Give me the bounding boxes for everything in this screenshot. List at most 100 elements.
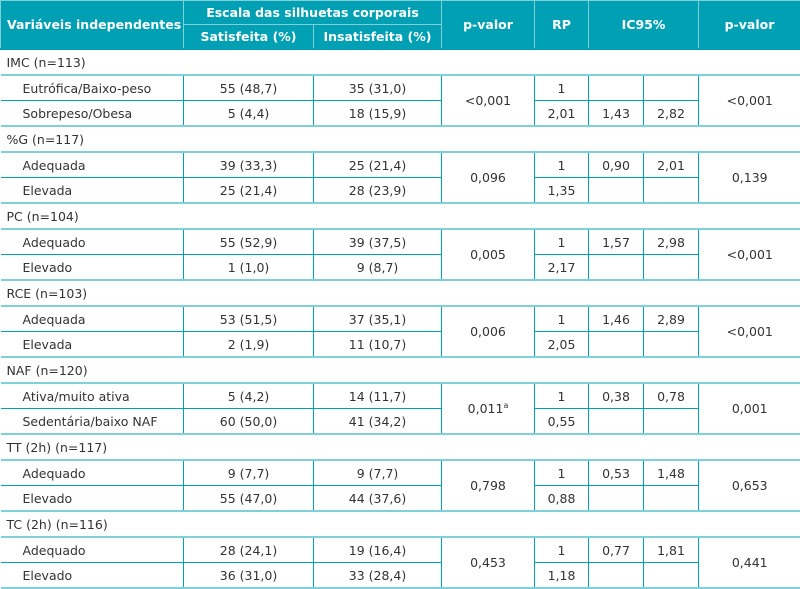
- row-label: Elevada: [1, 332, 184, 358]
- p-value-1-cell: 0,011a: [442, 383, 535, 434]
- group-row: IMC (n=113): [1, 49, 800, 75]
- ci-high-cell: 2,01: [644, 152, 699, 178]
- dissatisfied-cell: 35 (31,0): [314, 75, 442, 101]
- header-dissatisfied: Insatisfeita (%): [314, 25, 442, 50]
- group-label: TT (2h) (n=117): [1, 434, 800, 460]
- dissatisfied-cell: 25 (21,4): [314, 152, 442, 178]
- p-value-1-text: 0,006: [470, 324, 506, 339]
- ci-high-cell: [644, 178, 699, 204]
- dissatisfied-cell: 19 (16,4): [314, 537, 442, 563]
- p-value-1-cell: 0,798: [442, 460, 535, 511]
- table-row: Elevada 25 (21,4) 28 (23,9)1,35: [1, 178, 800, 204]
- ci-low-cell: 0,53: [589, 460, 644, 486]
- rp-cell: 1,18: [535, 563, 589, 589]
- group-label: PC (n=104): [1, 203, 800, 229]
- p-value-2-cell: 0,653: [699, 460, 800, 511]
- ci-low-cell: [589, 75, 644, 101]
- p-value-1-text: 0,798: [470, 478, 506, 493]
- header-scale-group: Escala das silhuetas corporais: [184, 1, 442, 25]
- ci-high-cell: 2,98: [644, 229, 699, 255]
- satisfied-cell: 5 (4,2): [184, 383, 314, 409]
- ci-low-cell: [589, 563, 644, 589]
- rp-cell: 2,05: [535, 332, 589, 358]
- group-row: TC (2h) (n=116): [1, 511, 800, 537]
- group-row: PC (n=104): [1, 203, 800, 229]
- row-label: Elevada: [1, 178, 184, 204]
- table-row: Elevado 55 (47,0) 44 (37,6)0,88: [1, 486, 800, 512]
- rp-cell: 2,17: [535, 255, 589, 281]
- p-value-1-text: <0,001: [465, 93, 511, 108]
- group-row: TT (2h) (n=117): [1, 434, 800, 460]
- rp-cell: 2,01: [535, 101, 589, 127]
- p-value-1-text: 0,096: [470, 170, 506, 185]
- rp-cell: 1: [535, 306, 589, 332]
- satisfied-cell: 55 (47,0): [184, 486, 314, 512]
- ci-high-cell: 2,82: [644, 101, 699, 127]
- ci-high-cell: [644, 255, 699, 281]
- group-row: RCE (n=103): [1, 280, 800, 306]
- p-value-1-text: 0,011: [468, 401, 504, 416]
- rp-cell: 1: [535, 537, 589, 563]
- row-label: Sedentária/baixo NAF: [1, 409, 184, 435]
- table-body: IMC (n=113)Eutrófica/Baixo-peso 55 (48,7…: [1, 49, 800, 588]
- table-row: Eutrófica/Baixo-peso 55 (48,7) 35 (31,0)…: [1, 75, 800, 101]
- rp-cell: 1: [535, 229, 589, 255]
- p-value-2-cell: 0,441: [699, 537, 800, 588]
- p-value-1-cell: <0,001: [442, 75, 535, 126]
- satisfied-cell: 55 (48,7): [184, 75, 314, 101]
- dissatisfied-cell: 28 (23,9): [314, 178, 442, 204]
- rp-cell: 1: [535, 460, 589, 486]
- satisfied-cell: 5 (4,4): [184, 101, 314, 127]
- ci-high-cell: [644, 332, 699, 358]
- ci-high-cell: [644, 486, 699, 512]
- row-label: Adequada: [1, 152, 184, 178]
- p-value-1-text: 0,453: [470, 555, 506, 570]
- ci-low-cell: 1,46: [589, 306, 644, 332]
- group-label: NAF (n=120): [1, 357, 800, 383]
- ci-low-cell: 0,90: [589, 152, 644, 178]
- dissatisfied-cell: 9 (8,7): [314, 255, 442, 281]
- rp-cell: 1: [535, 152, 589, 178]
- p-value-2-cell: 0,139: [699, 152, 800, 203]
- dissatisfied-cell: 11 (10,7): [314, 332, 442, 358]
- header-p-value-1: p-valor: [442, 1, 535, 50]
- group-row: NAF (n=120): [1, 357, 800, 383]
- satisfied-cell: 53 (51,5): [184, 306, 314, 332]
- p-value-2-cell: <0,001: [699, 75, 800, 126]
- p-value-1-cell: 0,006: [442, 306, 535, 357]
- group-label: IMC (n=113): [1, 49, 800, 75]
- ci-low-cell: [589, 178, 644, 204]
- dissatisfied-cell: 18 (15,9): [314, 101, 442, 127]
- row-label: Eutrófica/Baixo-peso: [1, 75, 184, 101]
- satisfied-cell: 1 (1,0): [184, 255, 314, 281]
- ci-low-cell: 1,43: [589, 101, 644, 127]
- satisfied-cell: 2 (1,9): [184, 332, 314, 358]
- ci-low-cell: 0,38: [589, 383, 644, 409]
- row-label: Adequado: [1, 537, 184, 563]
- dissatisfied-cell: 37 (35,1): [314, 306, 442, 332]
- p-value-1-cell: 0,096: [442, 152, 535, 203]
- header-ci95: IC95%: [589, 1, 699, 50]
- rp-cell: 1: [535, 383, 589, 409]
- satisfied-cell: 25 (21,4): [184, 178, 314, 204]
- dissatisfied-cell: 14 (11,7): [314, 383, 442, 409]
- ci-high-cell: 0,78: [644, 383, 699, 409]
- satisfied-cell: 36 (31,0): [184, 563, 314, 589]
- header-satisfied: Satisfeita (%): [184, 25, 314, 50]
- rp-cell: 0,55: [535, 409, 589, 435]
- table-header: Variáveis independentes Escala das silhu…: [1, 1, 800, 50]
- group-label: RCE (n=103): [1, 280, 800, 306]
- p-value-2-cell: 0,001: [699, 383, 800, 434]
- satisfied-cell: 55 (52,9): [184, 229, 314, 255]
- rp-cell: 1: [535, 75, 589, 101]
- ci-high-cell: [644, 409, 699, 435]
- satisfied-cell: 28 (24,1): [184, 537, 314, 563]
- ci-low-cell: [589, 332, 644, 358]
- p-value-1-cell: 0,005: [442, 229, 535, 280]
- dissatisfied-cell: 44 (37,6): [314, 486, 442, 512]
